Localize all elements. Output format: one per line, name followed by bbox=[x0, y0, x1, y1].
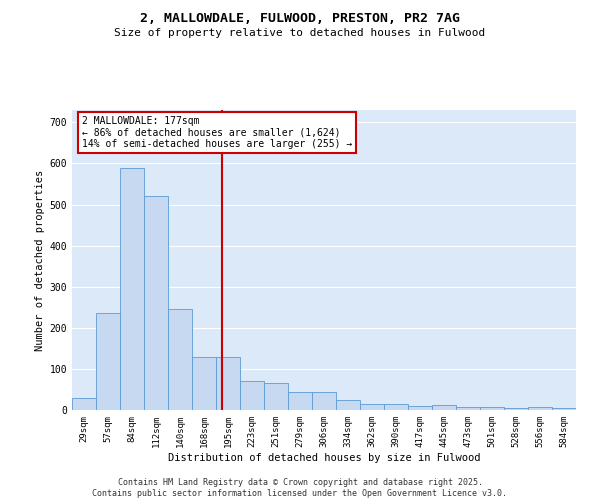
Bar bbox=[408, 406, 432, 410]
Bar bbox=[72, 398, 96, 410]
Text: Size of property relative to detached houses in Fulwood: Size of property relative to detached ho… bbox=[115, 28, 485, 38]
X-axis label: Distribution of detached houses by size in Fulwood: Distribution of detached houses by size … bbox=[168, 452, 480, 462]
Bar bbox=[384, 404, 408, 410]
Bar bbox=[432, 405, 456, 410]
Bar bbox=[480, 407, 504, 410]
Bar bbox=[288, 392, 312, 410]
Bar bbox=[264, 384, 288, 410]
Bar bbox=[192, 356, 216, 410]
Text: 2, MALLOWDALE, FULWOOD, PRESTON, PR2 7AG: 2, MALLOWDALE, FULWOOD, PRESTON, PR2 7AG bbox=[140, 12, 460, 26]
Bar bbox=[312, 392, 336, 410]
Bar bbox=[336, 400, 360, 410]
Text: 2 MALLOWDALE: 177sqm
← 86% of detached houses are smaller (1,624)
14% of semi-de: 2 MALLOWDALE: 177sqm ← 86% of detached h… bbox=[82, 116, 352, 149]
Y-axis label: Number of detached properties: Number of detached properties bbox=[35, 170, 46, 350]
Bar bbox=[96, 314, 120, 410]
Bar bbox=[240, 381, 264, 410]
Bar bbox=[168, 310, 192, 410]
Bar bbox=[360, 404, 384, 410]
Bar bbox=[504, 408, 528, 410]
Bar bbox=[216, 356, 240, 410]
Bar bbox=[552, 408, 576, 410]
Bar bbox=[120, 168, 144, 410]
Bar bbox=[528, 407, 552, 410]
Bar bbox=[144, 196, 168, 410]
Text: Contains HM Land Registry data © Crown copyright and database right 2025.
Contai: Contains HM Land Registry data © Crown c… bbox=[92, 478, 508, 498]
Bar bbox=[456, 407, 480, 410]
